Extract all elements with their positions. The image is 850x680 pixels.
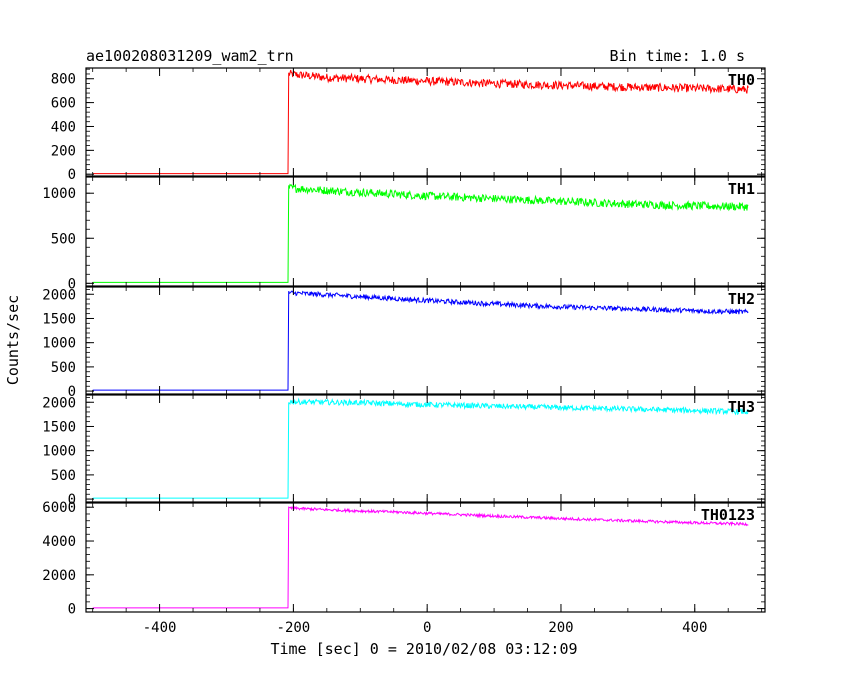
y-tick-label: 1500 bbox=[42, 311, 76, 327]
y-tick-label: 1000 bbox=[42, 186, 76, 202]
y-tick-label: 6000 bbox=[42, 500, 76, 516]
bin-time-label: Bin time: 1.0 s bbox=[610, 47, 745, 65]
chart-title: ae100208031209_wam2_trn bbox=[86, 47, 294, 65]
series-line-th0123 bbox=[92, 505, 749, 609]
panel-frame bbox=[85, 502, 766, 613]
x-tick-label: -200 bbox=[277, 620, 311, 636]
series-label-th3: TH3 bbox=[728, 398, 755, 416]
y-tick-label: 2000 bbox=[42, 395, 76, 411]
series-label-th0123: TH0123 bbox=[701, 506, 755, 524]
series-label-th2: TH2 bbox=[728, 290, 755, 308]
y-tick-label: 0 bbox=[68, 167, 76, 183]
series-line-th3 bbox=[92, 397, 749, 499]
y-tick-label: 1000 bbox=[42, 336, 76, 352]
x-axis: -400 -200 0 200 400 bbox=[143, 620, 708, 636]
panel-frame bbox=[85, 394, 766, 503]
x-tick-label: -400 bbox=[143, 620, 177, 636]
y-tick-label: 2000 bbox=[42, 287, 76, 303]
y-tick-label: 600 bbox=[51, 96, 76, 112]
series-label-th1: TH1 bbox=[728, 180, 755, 198]
x-tick-label: 0 bbox=[423, 620, 431, 636]
y-tick-label: 0 bbox=[68, 384, 76, 400]
y-tick-label: 1000 bbox=[42, 444, 76, 460]
y-tick-label: 400 bbox=[51, 119, 76, 135]
panels: TH0 0 200 400 600 800 TH1 0 500 1000 TH2 0 500 1000 15… bbox=[42, 67, 766, 618]
x-tick-label: 400 bbox=[682, 620, 707, 636]
y-tick-label: 4000 bbox=[42, 534, 76, 550]
panel-frame bbox=[85, 67, 766, 177]
y-tick-label: 1500 bbox=[42, 419, 76, 435]
panel-frame bbox=[85, 286, 766, 395]
y-tick-label: 0 bbox=[68, 276, 76, 292]
x-axis-label: Time [sec] 0 = 2010/02/08 03:12:09 bbox=[270, 640, 577, 658]
y-tick-label: 0 bbox=[68, 602, 76, 618]
series-line-th2 bbox=[92, 290, 749, 391]
panel-th0123: TH0123 0 2000 4000 6000 bbox=[42, 500, 766, 618]
panel-th2: TH2 0 500 1000 1500 2000 bbox=[42, 286, 766, 400]
panel-th0: TH0 0 200 400 600 800 bbox=[51, 67, 766, 183]
y-axis-label: Counts/sec bbox=[4, 295, 22, 385]
y-tick-label: 0 bbox=[68, 492, 76, 508]
panel-th1: TH1 0 500 1000 bbox=[42, 176, 766, 292]
y-tick-label: 500 bbox=[51, 231, 76, 247]
y-tick-label: 500 bbox=[51, 360, 76, 376]
x-tick-label: 200 bbox=[548, 620, 573, 636]
y-tick-label: 800 bbox=[51, 72, 76, 88]
y-tick-label: 200 bbox=[51, 143, 76, 159]
series-line-th0 bbox=[92, 69, 749, 175]
y-tick-label: 500 bbox=[51, 468, 76, 484]
series-line-th1 bbox=[92, 183, 749, 283]
y-tick-label: 2000 bbox=[42, 568, 76, 584]
panel-frame bbox=[85, 176, 766, 287]
series-label-th0: TH0 bbox=[728, 71, 755, 89]
panel-th3: TH3 0 500 1000 1500 2000 bbox=[42, 394, 766, 508]
